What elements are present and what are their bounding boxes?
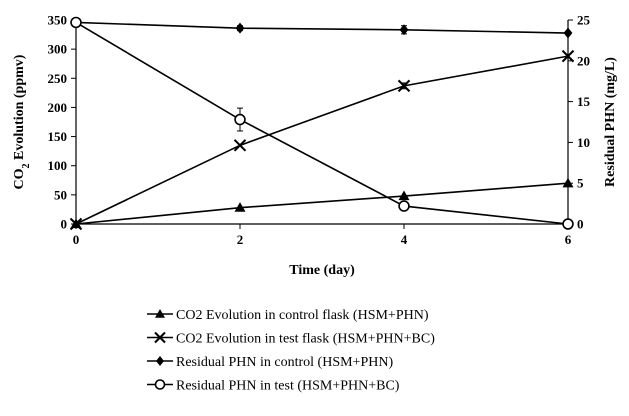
marker-cross-stroke xyxy=(69,217,83,231)
series-line xyxy=(75,21,569,225)
legend-item-1: CO2 Evolution in control flask (HSM+PHN) xyxy=(147,308,429,323)
marker-diamond xyxy=(156,356,164,366)
y-left-axis-title: CO2 Evolution (ppmv) xyxy=(12,54,32,189)
marker-cross-stroke xyxy=(154,331,166,344)
legend: CO2 Evolution in control flask (HSM+PHN)… xyxy=(147,308,435,394)
x-tick-label: 0 xyxy=(73,232,80,247)
legend-label: Residual PHN in control (HSM+PHN) xyxy=(176,355,393,370)
legend-label: CO2 Evolution in test flask (HSM+PHN+BC) xyxy=(176,332,435,347)
marker-diamond xyxy=(235,22,245,34)
marker-triangle xyxy=(155,309,165,318)
x-axis-title: Time (day) xyxy=(289,263,355,278)
y-left-tick-label: 100 xyxy=(48,158,68,173)
marker-cross xyxy=(397,79,411,93)
legend-item-2: CO2 Evolution in test flask (HSM+PHN+BC) xyxy=(147,332,435,347)
y-right-tick-label: 15 xyxy=(577,94,591,109)
marker-cross-stroke xyxy=(233,139,247,152)
series-3 xyxy=(71,16,573,39)
marker-cross xyxy=(69,217,83,231)
y-right-tick-label: 5 xyxy=(577,176,584,191)
legend-item-4: Residual PHN in test (HSM+PHN+BC) xyxy=(147,379,400,394)
marker-circle xyxy=(154,379,166,390)
axes xyxy=(71,19,573,229)
legend-label: CO2 Evolution in control flask (HSM+PHN) xyxy=(176,308,429,323)
legend-item-3: Residual PHN in control (HSM+PHN) xyxy=(147,355,393,370)
series-1 xyxy=(70,177,574,229)
marker-cross xyxy=(154,331,166,344)
y-right-axis-title: Residual PHN (mg/L) xyxy=(603,57,618,187)
legend-label: Residual PHN in test (HSM+PHN+BC) xyxy=(176,379,400,394)
marker-circle xyxy=(562,218,574,230)
marker-cross xyxy=(233,139,247,152)
y-right-tick-label: 25 xyxy=(577,13,591,28)
y-right-tick-label: 0 xyxy=(577,217,584,232)
x-tick-label: 4 xyxy=(401,232,408,247)
y-right-tick-label: 10 xyxy=(577,135,590,150)
series-line xyxy=(75,21,569,34)
marker-cross-stroke xyxy=(397,79,411,93)
series-4 xyxy=(70,16,574,230)
marker-cross-stroke xyxy=(561,49,575,63)
x-tick-label: 2 xyxy=(237,232,244,247)
y-left-tick-label: 250 xyxy=(48,71,68,86)
y-left-tick-label: 350 xyxy=(48,13,68,28)
marker-cross xyxy=(561,49,575,63)
y-left-tick-label: 300 xyxy=(48,42,68,57)
axis-titles: Time (day) CO2 Evolution (ppmv) Residual … xyxy=(12,54,618,278)
y-right-tick-label: 20 xyxy=(577,53,590,68)
y-left-tick-label: 150 xyxy=(48,129,68,144)
marker-diamond xyxy=(399,24,409,36)
series xyxy=(69,16,575,231)
x-tick-label: 6 xyxy=(565,232,572,247)
marker-circle xyxy=(398,200,410,212)
y-left-tick-label: 200 xyxy=(48,100,68,115)
series-line xyxy=(75,55,569,225)
series-2 xyxy=(69,49,575,231)
marker-circle xyxy=(234,113,246,126)
marker-triangle xyxy=(562,177,574,188)
marker-triangle xyxy=(234,202,246,212)
series-line xyxy=(75,182,569,225)
marker-triangle xyxy=(398,190,410,201)
marker-circle xyxy=(70,16,82,29)
marker-diamond xyxy=(563,27,573,39)
y-left-tick-label: 0 xyxy=(61,217,68,232)
y-left-tick-label: 50 xyxy=(54,187,67,202)
